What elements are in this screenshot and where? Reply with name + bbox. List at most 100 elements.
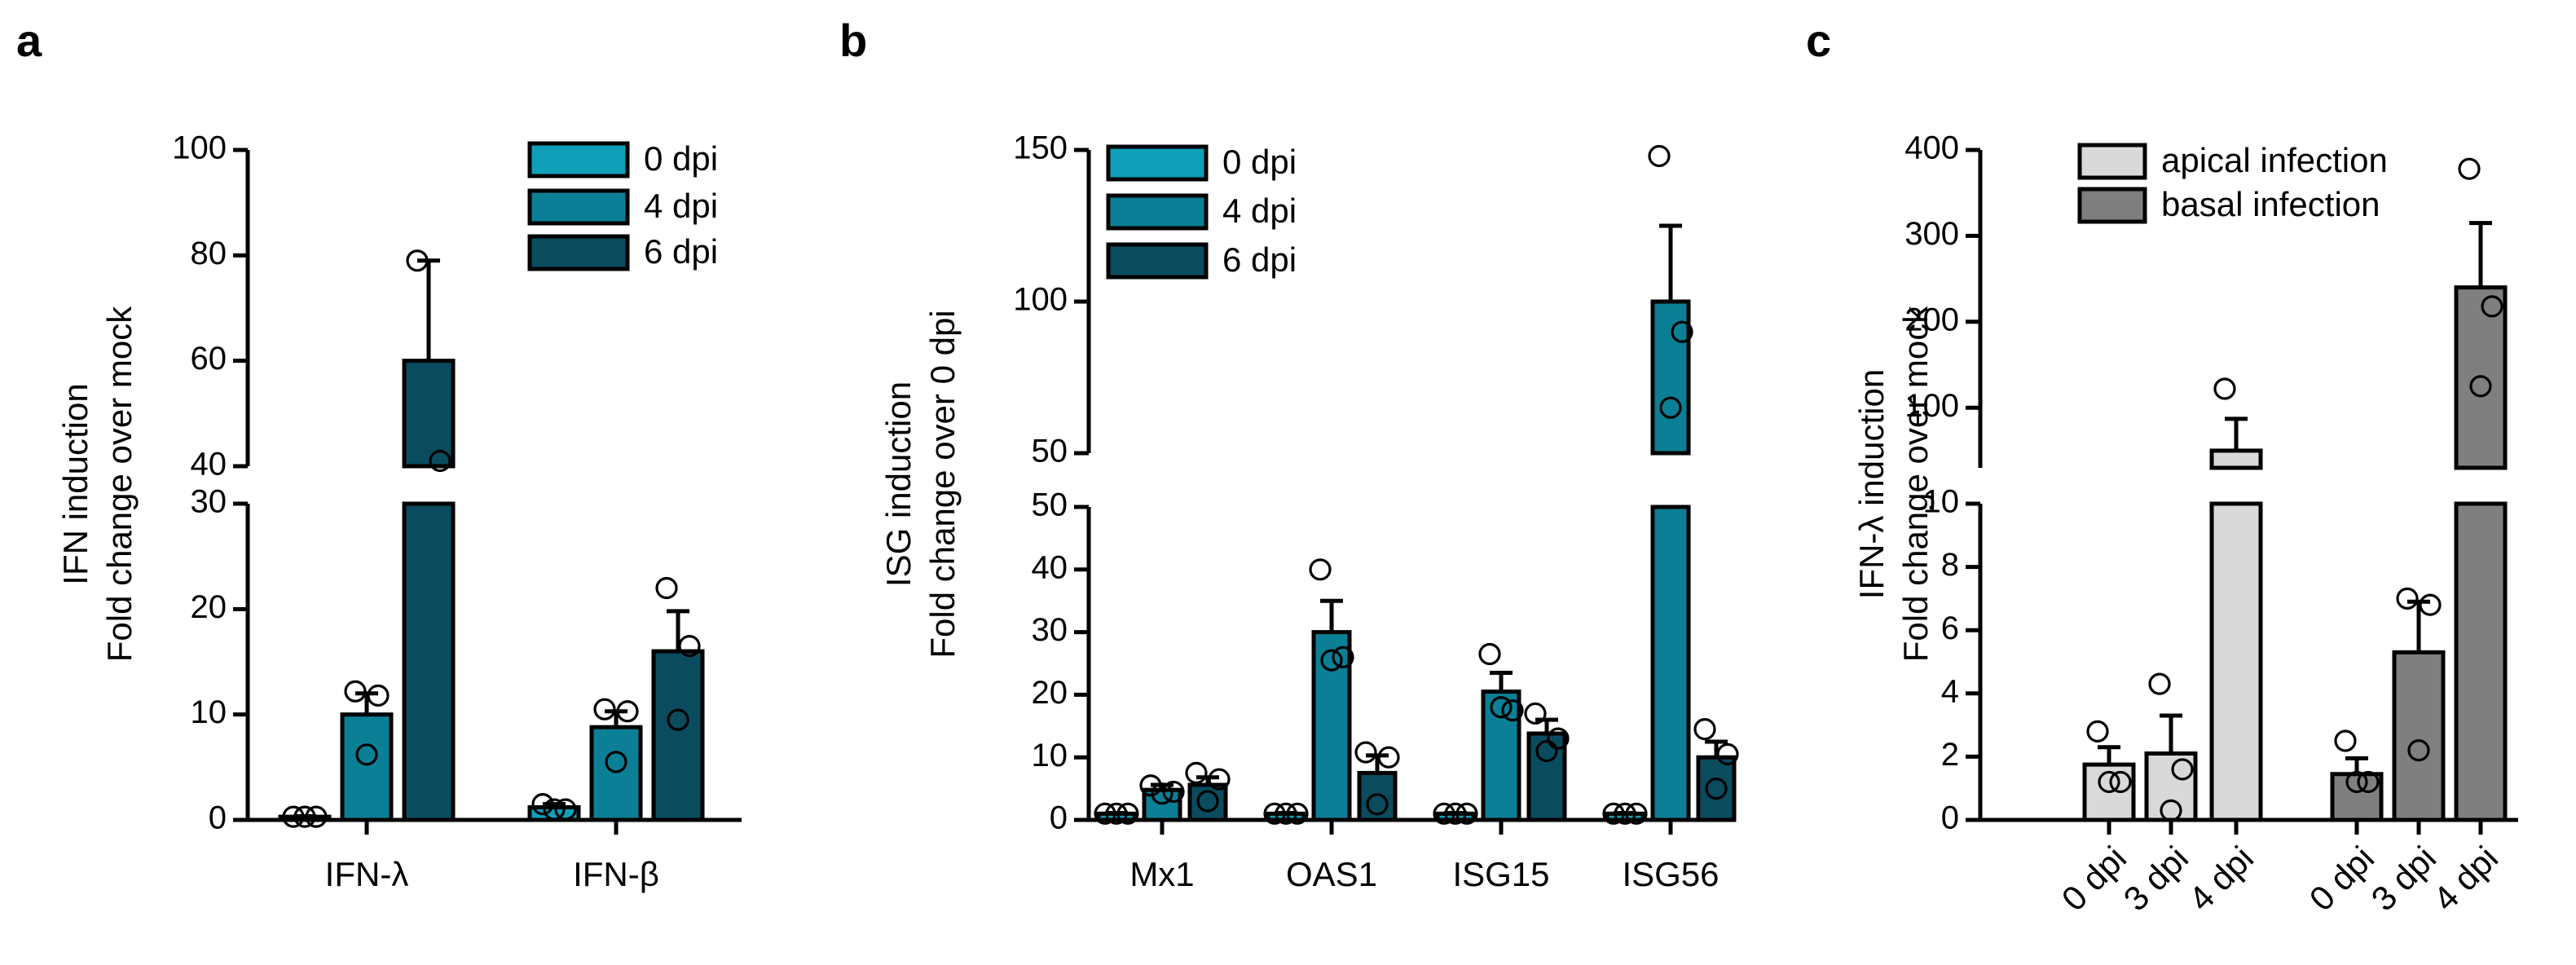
replicate-point — [1547, 727, 1570, 750]
replicate-point — [667, 708, 689, 731]
y-tick-label: 30 — [1032, 612, 1068, 648]
error-bar — [293, 813, 316, 818]
bar — [589, 725, 643, 822]
replicate-point — [1139, 774, 1162, 797]
replicate-point — [1693, 718, 1716, 741]
legend-swatch — [1106, 242, 1209, 280]
error-bar — [2098, 745, 2120, 765]
replicate-point — [2357, 770, 2380, 794]
replicate-point — [531, 792, 554, 816]
error-bar — [1444, 811, 1467, 816]
panel-letter: b — [839, 15, 867, 66]
error-bar — [417, 258, 440, 361]
replicate-point — [2213, 377, 2236, 400]
y-tick-label: 100 — [1904, 388, 1959, 424]
replicate-point — [1478, 642, 1501, 666]
replicate-point — [1151, 782, 1174, 805]
y-tick-label: 30 — [191, 484, 227, 520]
x-tick-label: 4 dpi — [2182, 839, 2261, 919]
replicate-point — [2419, 593, 2442, 616]
y-axis-label: IFN-λ induction — [1852, 369, 1891, 599]
y-tick-label: 20 — [1032, 675, 1068, 711]
replicate-point — [1524, 702, 1547, 725]
bar — [2330, 772, 2384, 822]
y-tick-label: 50 — [1032, 487, 1068, 523]
replicate-point — [1263, 802, 1286, 825]
bar — [1311, 630, 1352, 822]
y-axis-label: Fold change over mock — [100, 306, 139, 663]
replicate-point — [1196, 790, 1219, 813]
replicate-point — [678, 634, 701, 658]
x-tick-label: IFN-β — [573, 855, 659, 893]
bar — [2392, 650, 2446, 822]
replicate-point — [1208, 768, 1231, 791]
bar — [340, 712, 394, 822]
y-tick-label: 2 — [1941, 737, 1959, 773]
bar — [402, 501, 456, 822]
panel-letter: c — [1806, 15, 1831, 66]
replicate-point — [1320, 649, 1343, 672]
legend-swatch — [527, 141, 630, 178]
replicate-point — [1671, 320, 1693, 343]
replicate-point — [1162, 780, 1185, 804]
replicate-point — [2160, 799, 2182, 822]
panel-letter: a — [16, 15, 42, 66]
x-tick-label: ISG15 — [1452, 855, 1549, 893]
error-bar — [2469, 221, 2492, 288]
y-tick-label: 4 — [1941, 673, 1959, 709]
replicate-point — [1185, 761, 1208, 785]
y-axis-label: ISG induction — [879, 381, 918, 587]
legend-swatch — [1106, 144, 1209, 182]
bar — [1481, 690, 1521, 822]
replicate-point — [367, 684, 390, 707]
replicate-point — [1444, 802, 1467, 825]
y-tick-label: 100 — [172, 130, 227, 166]
bar — [1650, 505, 1691, 822]
y-tick-label: 40 — [1032, 549, 1068, 585]
replicate-point — [1105, 802, 1128, 825]
replicate-point — [2396, 587, 2419, 610]
error-bar — [2407, 599, 2430, 653]
replicate-point — [1705, 777, 1728, 800]
replicate-point — [2481, 295, 2503, 318]
x-tick-label: OAS1 — [1286, 855, 1377, 893]
x-tick-label: 3 dpi — [2116, 839, 2196, 919]
y-tick-label: 0 — [1941, 800, 1959, 836]
y-tick-label: 8 — [1941, 547, 1959, 583]
bar — [2144, 751, 2198, 822]
replicate-point — [2171, 758, 2194, 781]
error-bar — [1535, 717, 1558, 734]
x-tick-label: 3 dpi — [2364, 839, 2444, 919]
replicate-point — [616, 700, 639, 723]
replicate-point — [2345, 770, 2368, 794]
replicate-point — [1309, 558, 1332, 581]
replicate-point — [2086, 720, 2109, 742]
y-tick-label: 400 — [1904, 130, 1959, 166]
replicate-point — [554, 798, 577, 821]
legend-label: basal infection — [2161, 185, 2380, 223]
replicate-point — [1377, 746, 1400, 769]
error-bar — [2225, 416, 2248, 451]
y-tick-label: 10 — [1032, 738, 1068, 773]
x-tick-label: IFN-λ — [325, 855, 409, 893]
error-bar — [2160, 713, 2182, 754]
replicate-point — [1535, 739, 1558, 763]
y-tick-label: 10 — [191, 694, 227, 730]
y-tick-label: 0 — [1050, 800, 1068, 836]
y-tick-label: 150 — [1013, 130, 1068, 166]
error-bar — [1705, 739, 1728, 758]
replicate-point — [1625, 802, 1648, 825]
replicate-point — [543, 798, 566, 821]
replicate-point — [1501, 698, 1524, 722]
replicate-point — [2458, 157, 2481, 180]
y-tick-label: 60 — [191, 341, 227, 377]
replicate-point — [605, 751, 627, 773]
replicate-point — [655, 576, 678, 600]
replicate-point — [2098, 770, 2120, 794]
y-axis-label: Fold change over 0 dpi — [923, 310, 962, 658]
y-tick-label: 300 — [1904, 216, 1959, 252]
y-tick-label: 80 — [191, 236, 227, 271]
y-tick-label: 40 — [191, 447, 227, 482]
replicate-point — [293, 805, 316, 828]
